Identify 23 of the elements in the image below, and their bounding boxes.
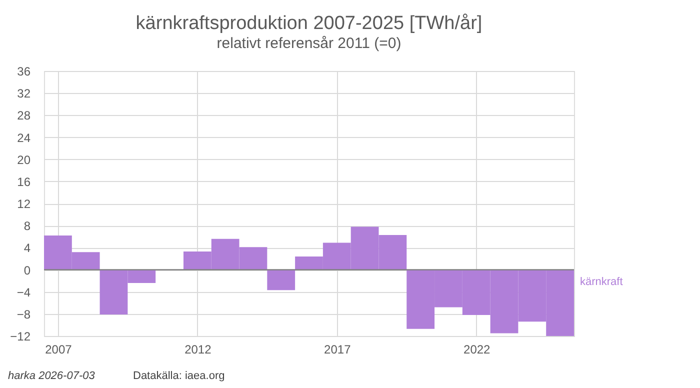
chart-title: kärnkraftsproduktion 2007-2025 [TWh/år] <box>136 13 482 34</box>
y-tick-label: −12 <box>10 330 31 344</box>
y-tick-label: 36 <box>17 64 31 78</box>
y-tick-label: 32 <box>17 86 31 101</box>
text: Datakälla: iaea.org <box>133 370 225 382</box>
y-tick-label: −8 <box>16 307 31 322</box>
x-tick-label: 2022 <box>464 342 491 356</box>
x-tick-label: 2017 <box>324 342 352 356</box>
y-tick-label: 16 <box>17 174 31 189</box>
y-tick-label: −4 <box>16 285 31 300</box>
chart-subtitle: relativt referensår 2011 (=0) <box>216 35 402 52</box>
y-tick-label: 20 <box>17 152 31 167</box>
x-tick-label: 2007 <box>45 342 72 356</box>
y-tick-label: 8 <box>24 219 31 234</box>
series-label: kärnkraft <box>580 276 623 288</box>
text: harka 2026-07-03 <box>8 370 96 382</box>
y-tick-label: 28 <box>17 108 31 123</box>
bar <box>267 270 296 290</box>
y-tick-label: 0 <box>24 263 31 278</box>
y-tick-label: 12 <box>17 197 31 211</box>
y-tick-label: 4 <box>24 241 31 256</box>
x-tick-label: 2012 <box>184 342 212 356</box>
y-tick-label: 24 <box>17 130 31 145</box>
